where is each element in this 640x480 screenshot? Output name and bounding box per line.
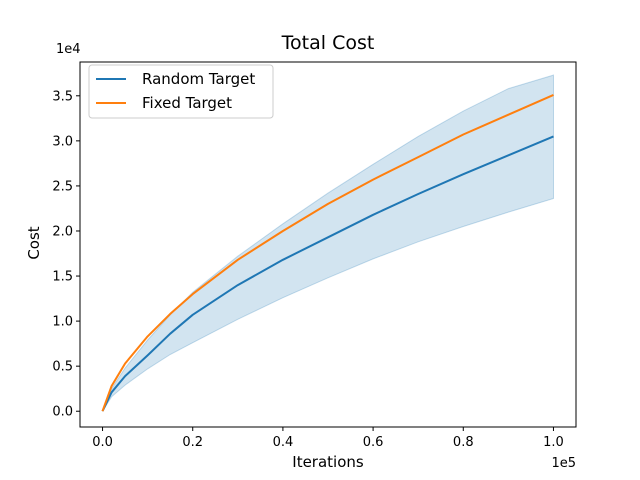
y-tick-label: 0.0 (52, 405, 73, 420)
y-axis-offset-label: 1e4 (56, 42, 81, 57)
y-tick-label: 3.5 (52, 89, 73, 104)
y-tick-label: 1.5 (52, 270, 73, 285)
y-tick-label: 3.0 (52, 134, 73, 149)
x-axis-offset-label: 1e5 (551, 456, 576, 471)
y-tick-layer: 0.0 0.5 1.0 1.5 2.0 2.5 3.0 3.5 (52, 89, 80, 420)
plot-frame (79, 61, 577, 428)
legend: Random Target Fixed Target (88, 64, 274, 119)
legend-label-random-target: Random Target (142, 70, 255, 88)
series-line-fixed-target (101, 93, 554, 412)
x-tick-label: 0.6 (363, 435, 384, 450)
x-tick-layer: 0.0 0.2 0.4 0.6 0.8 1.0 (92, 427, 564, 450)
y-tick-label: 2.0 (52, 224, 73, 239)
series-line-random-target (101, 135, 554, 412)
x-tick-label: 0.8 (453, 435, 474, 450)
series-line-layer (101, 93, 554, 412)
y-tick-label: 1.0 (52, 315, 73, 330)
y-tick-label: 0.5 (52, 360, 73, 375)
legend-box (88, 64, 274, 119)
x-tick-label: 0.4 (273, 435, 294, 450)
legend-label-fixed-target: Fixed Target (142, 94, 232, 112)
x-tick-label: 0.2 (182, 435, 203, 450)
chart-title: Total Cost (281, 32, 375, 54)
y-tick-label: 2.5 (52, 179, 73, 194)
x-axis-title: Iterations (292, 453, 364, 471)
x-tick-label: 0.0 (92, 435, 113, 450)
y-axis-title: Cost (25, 226, 43, 259)
x-tick-label: 1.0 (543, 435, 564, 450)
